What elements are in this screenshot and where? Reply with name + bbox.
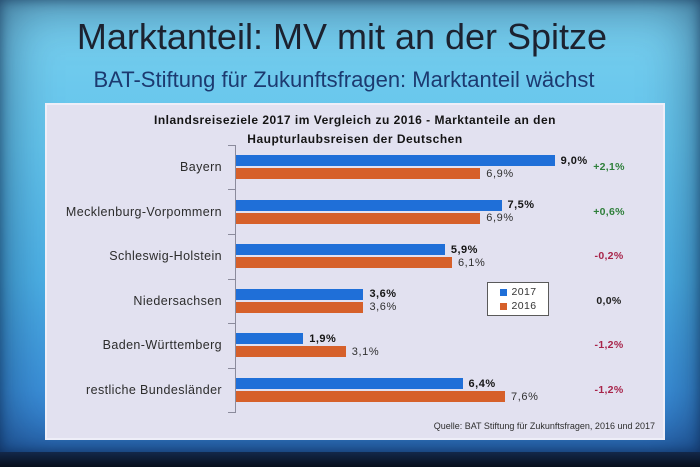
bar-2017 (236, 155, 555, 166)
bar-2016 (236, 391, 506, 402)
value-label-2017: 3,6% (369, 288, 397, 301)
value-label-2016: 6,1% (457, 256, 486, 269)
axis-tick (228, 278, 236, 280)
bar-2017 (236, 244, 445, 256)
value-label-2017: 6,4% (468, 377, 496, 390)
source-note: Quelle: BAT Stiftung für Zukunftsfragen,… (433, 421, 655, 431)
bar-2016 (236, 168, 481, 179)
value-label-2016: 6,9% (486, 212, 514, 225)
legend-item-2016: 2016 (488, 299, 548, 313)
bar-2017 (236, 288, 364, 300)
axis-tick (228, 233, 236, 235)
category-label: Niedersachsen (133, 293, 222, 308)
change-label: -1,2% (594, 339, 624, 352)
axis-tick (228, 412, 236, 414)
category-label: Schleswig-Holstein (109, 249, 222, 264)
value-label-2016: 7,6% (511, 390, 539, 403)
category-label: Bayern (179, 160, 222, 174)
slide-title: Marktanteil: MV mit an der Spitze (76, 16, 608, 57)
legend-swatch-2016 (499, 302, 507, 310)
axis-tick (228, 323, 236, 325)
category-label: restliche Bundesländer (86, 383, 222, 397)
change-label: +2,1% (593, 161, 625, 173)
value-label-2017: 9,0% (560, 154, 588, 167)
value-label-2016: 3,1% (351, 345, 380, 358)
change-label: 0,0% (596, 294, 622, 307)
value-label-2017: 1,9% (309, 332, 337, 345)
slide-subtitle: BAT-Stiftung für Zukunftsfragen: Marktan… (93, 67, 595, 92)
legend-label-2017: 2017 (511, 286, 537, 298)
value-label-2016: 6,9% (486, 167, 514, 180)
value-label-2016: 3,6% (369, 301, 397, 314)
presentation-slide: Marktanteil: MV mit an der Spitze BAT-St… (0, 0, 700, 452)
bar-2016 (236, 212, 481, 224)
chart-title: Inlandsreiseziele 2017 im Vergleich zu 2… (154, 113, 556, 146)
bar-2017 (236, 333, 304, 345)
change-label: -0,2% (594, 250, 624, 263)
category-label: Baden-Württemberg (102, 338, 222, 353)
axis-tick (228, 367, 236, 369)
axis-tick (228, 189, 236, 191)
axis-tick (228, 144, 236, 146)
chart-legend: 2017 2016 (487, 282, 549, 316)
bar-2016 (236, 301, 364, 313)
change-label: +0,6% (593, 205, 625, 218)
category-axis-line (235, 144, 236, 413)
change-label: -1,2% (594, 384, 624, 396)
bar-2016 (236, 346, 346, 358)
bar-2017 (236, 378, 463, 389)
screen-bottom-edge (0, 452, 700, 467)
legend-swatch-2017 (499, 288, 507, 296)
value-label-2017: 7,5% (507, 199, 535, 212)
chart-panel: Inlandsreiseziele 2017 im Vergleich zu 2… (45, 103, 665, 440)
bar-2016 (236, 257, 452, 269)
bar-2017 (236, 199, 502, 211)
value-label-2017: 5,9% (450, 243, 478, 256)
legend-item-2017: 2017 (488, 285, 548, 299)
legend-label-2016: 2016 (511, 300, 537, 312)
category-label: Mecklenburg-Vorpommern (65, 204, 222, 219)
